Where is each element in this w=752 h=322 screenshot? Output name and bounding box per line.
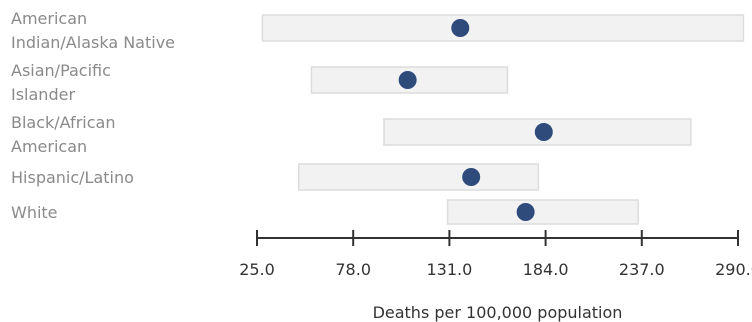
x-tick-label: 25.0 bbox=[239, 260, 275, 279]
range-bar bbox=[297, 163, 540, 191]
range-bars bbox=[261, 14, 745, 225]
x-axis-ticks: 25.0 78.0 131.0 184.0 237.0 290.0 bbox=[239, 230, 752, 279]
data-point bbox=[534, 123, 553, 141]
x-tick-label: 78.0 bbox=[335, 260, 371, 279]
category-label-line: American bbox=[11, 137, 87, 156]
data-point bbox=[516, 203, 535, 221]
category-label: Asian/Pacific Islander bbox=[11, 61, 111, 104]
category-label: Hispanic/Latino bbox=[11, 168, 134, 187]
category-label-line: American bbox=[11, 9, 87, 28]
x-tick-label: 290.0 bbox=[715, 260, 752, 279]
range-bar bbox=[446, 199, 639, 225]
category-label: American Indian/Alaska Native bbox=[11, 9, 175, 52]
category-label-line: Islander bbox=[11, 85, 75, 104]
range-bar bbox=[261, 14, 745, 42]
category-label-line: Black/African bbox=[11, 113, 115, 132]
data-points bbox=[398, 19, 553, 221]
x-tick-label: 184.0 bbox=[523, 260, 569, 279]
x-axis-title: Deaths per 100,000 population bbox=[373, 303, 623, 322]
x-tick-label: 237.0 bbox=[619, 260, 665, 279]
category-label-line: Asian/Pacific bbox=[11, 61, 111, 80]
category-label-line: Indian/Alaska Native bbox=[11, 33, 175, 52]
x-tick-label: 131.0 bbox=[426, 260, 472, 279]
category-labels: American Indian/Alaska Native Asian/Pacifi… bbox=[11, 9, 175, 222]
data-point bbox=[462, 168, 481, 186]
category-label: White bbox=[11, 203, 58, 222]
data-point bbox=[451, 19, 470, 37]
category-label: Black/African American bbox=[11, 113, 115, 156]
data-point bbox=[398, 71, 417, 89]
